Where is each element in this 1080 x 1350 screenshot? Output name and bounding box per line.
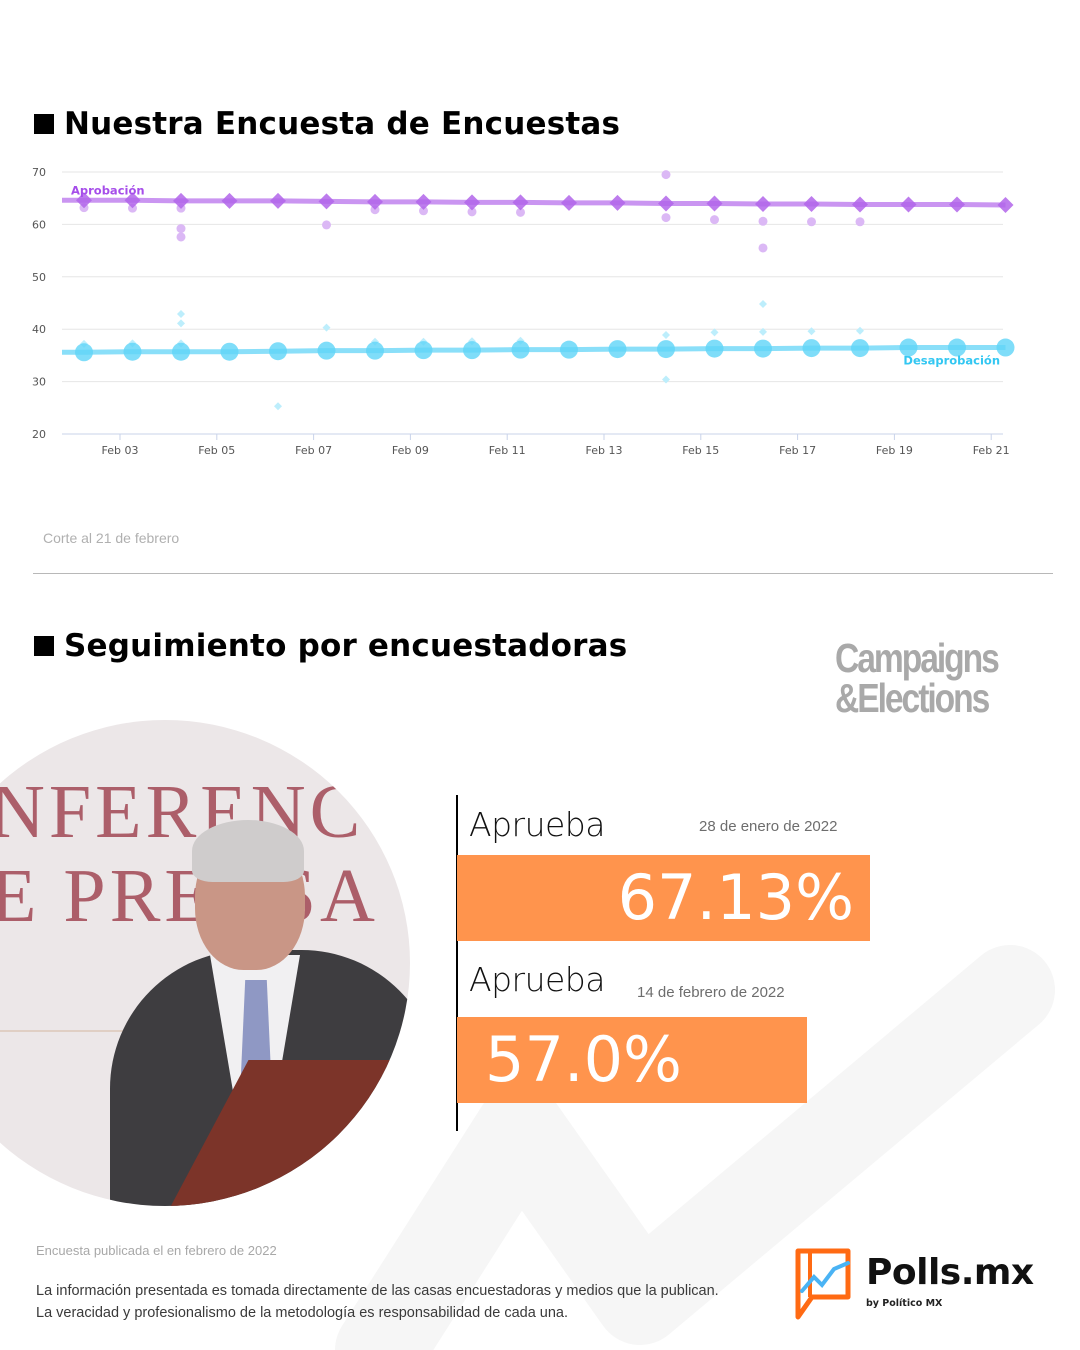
square-bullet-icon: [34, 636, 54, 656]
svg-text:Feb 03: Feb 03: [102, 444, 139, 457]
poll-of-polls-chart: 20 30 40 50 60 70 Feb 03 Feb 05 Feb 07 Feb 09 Feb …: [0, 155, 1080, 475]
result-value-bar: 67.13%: [457, 855, 870, 941]
president-photo: NFERENC E PRENSA: [0, 720, 410, 1206]
published-note: Encuesta publicada el en febrero de 2022: [36, 1243, 277, 1258]
chart-svg: 20 30 40 50 60 70 Feb 03 Feb 05 Feb 07 Feb 09 Feb …: [32, 166, 1015, 457]
disclaimer: La información presentada es tomada dire…: [36, 1283, 719, 1321]
svg-text:50: 50: [32, 271, 46, 284]
square-bullet-icon: [34, 114, 54, 134]
brand-name: Polls.mx: [866, 1252, 1034, 1293]
svg-text:Feb 09: Feb 09: [392, 444, 429, 457]
svg-text:Feb 15: Feb 15: [682, 444, 719, 457]
svg-text:Feb 13: Feb 13: [586, 444, 623, 457]
result-date: 14 de febrero de 2022: [637, 984, 785, 1001]
results-vertical-rule: [456, 795, 458, 1131]
result-value-bar: 57.0%: [457, 1017, 807, 1103]
svg-text:20: 20: [32, 428, 46, 441]
svg-text:40: 40: [32, 323, 46, 336]
polls-mx-logo-icon: [795, 1248, 851, 1320]
svg-text:Feb 07: Feb 07: [295, 444, 332, 457]
svg-text:Feb 11: Feb 11: [489, 444, 526, 457]
svg-text:Feb 19: Feb 19: [876, 444, 913, 457]
svg-text:Feb 21: Feb 21: [973, 444, 1010, 457]
svg-text:60: 60: [32, 218, 46, 231]
svg-text:Feb 17: Feb 17: [779, 444, 816, 457]
campaigns-elections-logo: Campaigns &Elections: [835, 635, 1000, 721]
svg-text:Desaprobación: Desaprobación: [903, 354, 1000, 368]
svg-text:70: 70: [32, 166, 46, 179]
divider: [33, 573, 1053, 574]
result-date: 28 de enero de 2022: [699, 818, 838, 835]
svg-text:30: 30: [32, 376, 46, 389]
photo-banner-text: NFERENC E PRENSA: [0, 770, 379, 938]
section-title-tracking: Seguimiento por encuestadoras: [34, 628, 627, 664]
chart-caption: Corte al 21 de febrero: [43, 530, 180, 546]
result-label: Aprueba: [469, 805, 605, 844]
svg-text:Aprobación: Aprobación: [71, 183, 145, 197]
result-label: Aprueba: [469, 960, 605, 999]
svg-text:Feb 05: Feb 05: [198, 444, 235, 457]
section-title-poll-of-polls: Nuestra Encuesta de Encuestas: [34, 106, 620, 142]
brand-subtitle: by Político MX: [866, 1298, 943, 1309]
